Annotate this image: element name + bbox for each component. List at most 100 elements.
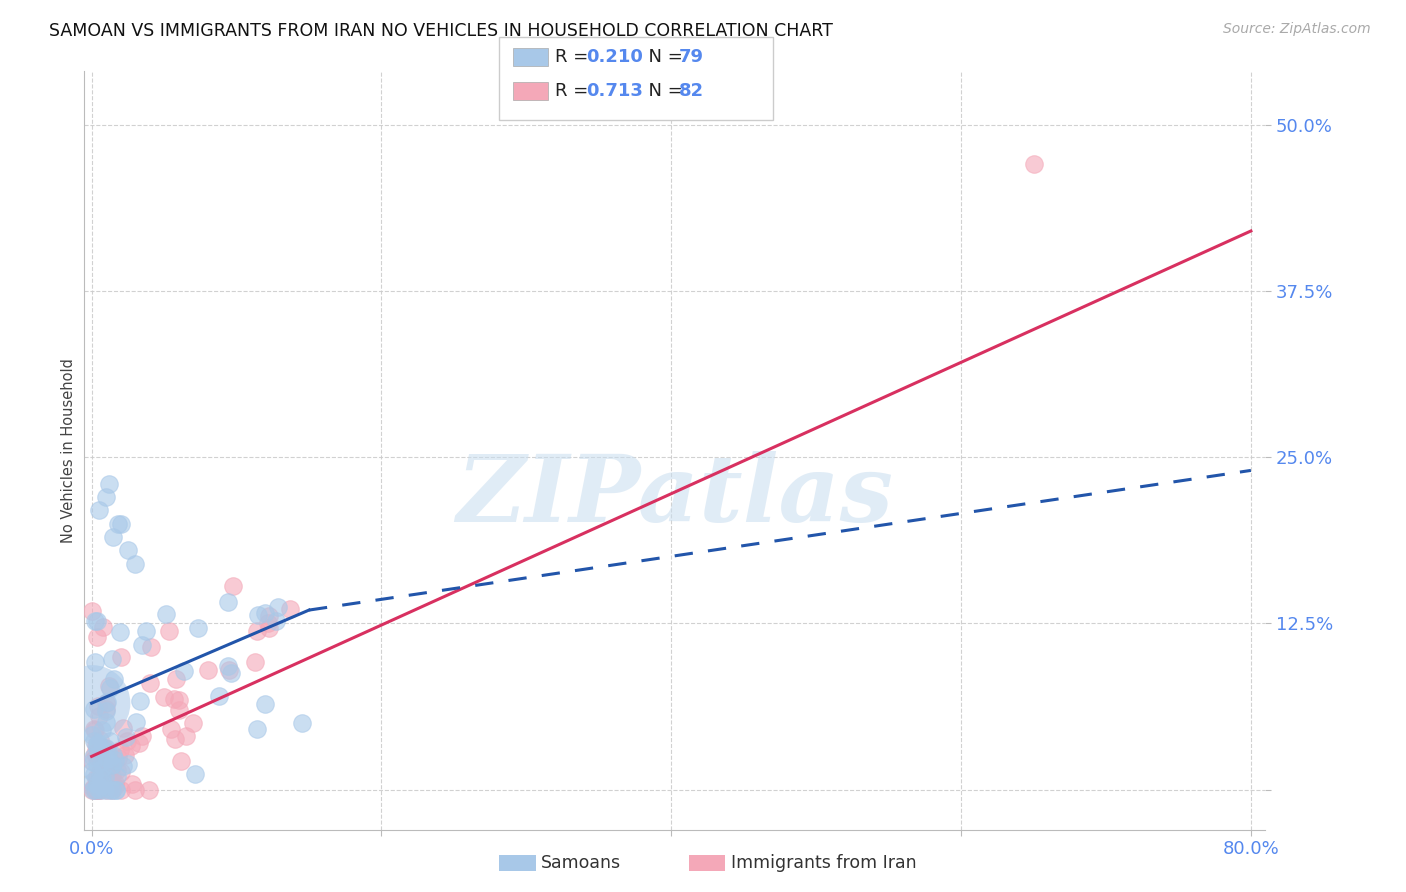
Text: 0.210: 0.210 bbox=[586, 48, 643, 66]
Point bbox=[94, 740, 117, 755]
Point bbox=[83, 734, 105, 748]
Point bbox=[87, 503, 110, 517]
Point bbox=[93, 762, 115, 776]
Point bbox=[217, 659, 239, 673]
Point bbox=[105, 769, 128, 783]
Point bbox=[82, 781, 104, 796]
Point bbox=[246, 624, 269, 639]
Point bbox=[167, 692, 190, 706]
Point bbox=[183, 766, 205, 780]
Text: 0.713: 0.713 bbox=[586, 82, 643, 100]
Point bbox=[83, 614, 105, 628]
Point bbox=[98, 782, 121, 797]
Point bbox=[91, 760, 114, 774]
Point bbox=[121, 777, 143, 791]
Point bbox=[138, 676, 160, 690]
Text: 79: 79 bbox=[679, 48, 704, 66]
Point bbox=[218, 663, 240, 677]
Point bbox=[101, 782, 124, 797]
Point bbox=[104, 779, 127, 793]
Point bbox=[160, 723, 183, 737]
Point bbox=[80, 775, 103, 789]
Point bbox=[98, 762, 121, 776]
Point bbox=[100, 782, 122, 797]
Point bbox=[80, 603, 103, 617]
Point bbox=[101, 757, 124, 772]
Point bbox=[103, 673, 125, 687]
Point bbox=[100, 760, 122, 774]
Text: N =: N = bbox=[637, 82, 689, 100]
Point bbox=[105, 763, 128, 777]
Text: SAMOAN VS IMMIGRANTS FROM IRAN NO VEHICLES IN HOUSEHOLD CORRELATION CHART: SAMOAN VS IMMIGRANTS FROM IRAN NO VEHICL… bbox=[49, 22, 834, 40]
Point bbox=[278, 602, 301, 616]
Point bbox=[94, 770, 117, 784]
Point bbox=[91, 772, 114, 786]
Point bbox=[208, 689, 231, 703]
Point bbox=[89, 782, 111, 797]
Point bbox=[173, 664, 195, 678]
Point bbox=[98, 476, 121, 491]
Point bbox=[87, 774, 110, 789]
Point bbox=[86, 749, 108, 764]
Point bbox=[89, 769, 111, 783]
Point bbox=[94, 490, 117, 504]
Point bbox=[82, 782, 104, 797]
Point bbox=[108, 624, 131, 639]
Point bbox=[107, 516, 129, 531]
Text: ZIPatlas: ZIPatlas bbox=[457, 451, 893, 541]
Text: Samoans: Samoans bbox=[541, 854, 621, 871]
Point bbox=[90, 739, 112, 754]
Point bbox=[94, 782, 117, 797]
Point bbox=[163, 731, 186, 746]
Point bbox=[222, 579, 245, 593]
Point bbox=[80, 754, 103, 768]
Point bbox=[90, 754, 112, 768]
Point bbox=[89, 782, 111, 797]
Point bbox=[187, 620, 209, 634]
Text: 82: 82 bbox=[679, 82, 704, 100]
Point bbox=[101, 758, 124, 772]
Point bbox=[267, 600, 290, 615]
Point bbox=[170, 754, 193, 768]
Point bbox=[101, 768, 124, 782]
Point bbox=[135, 624, 157, 638]
Point bbox=[246, 723, 269, 737]
Point bbox=[91, 777, 114, 791]
Point bbox=[84, 782, 107, 797]
Point bbox=[87, 750, 110, 764]
Point bbox=[103, 530, 125, 544]
Point bbox=[115, 730, 138, 744]
Point bbox=[82, 782, 104, 797]
Point bbox=[259, 608, 281, 623]
Point bbox=[83, 766, 105, 780]
Point bbox=[97, 745, 120, 759]
Point bbox=[110, 649, 132, 664]
Point bbox=[86, 782, 108, 797]
Point bbox=[264, 615, 287, 629]
Point bbox=[86, 777, 108, 791]
Point bbox=[115, 733, 138, 747]
Text: R =: R = bbox=[555, 48, 595, 66]
Point bbox=[86, 782, 108, 797]
Point bbox=[83, 782, 105, 797]
Point bbox=[256, 616, 278, 631]
Point bbox=[111, 759, 134, 773]
Point bbox=[101, 652, 124, 666]
Point bbox=[166, 672, 188, 686]
Point bbox=[86, 631, 108, 645]
Point bbox=[98, 734, 121, 748]
Point bbox=[82, 750, 104, 764]
Point bbox=[82, 696, 104, 710]
Point bbox=[110, 765, 132, 780]
Point bbox=[84, 738, 107, 752]
Point bbox=[181, 716, 204, 731]
Point bbox=[86, 756, 108, 771]
Point bbox=[89, 770, 111, 784]
Point bbox=[219, 666, 242, 681]
Point bbox=[91, 740, 114, 755]
Point bbox=[124, 782, 146, 797]
Point bbox=[110, 743, 132, 757]
Point bbox=[111, 722, 134, 736]
Point bbox=[87, 782, 110, 797]
Text: Source: ZipAtlas.com: Source: ZipAtlas.com bbox=[1223, 22, 1371, 37]
